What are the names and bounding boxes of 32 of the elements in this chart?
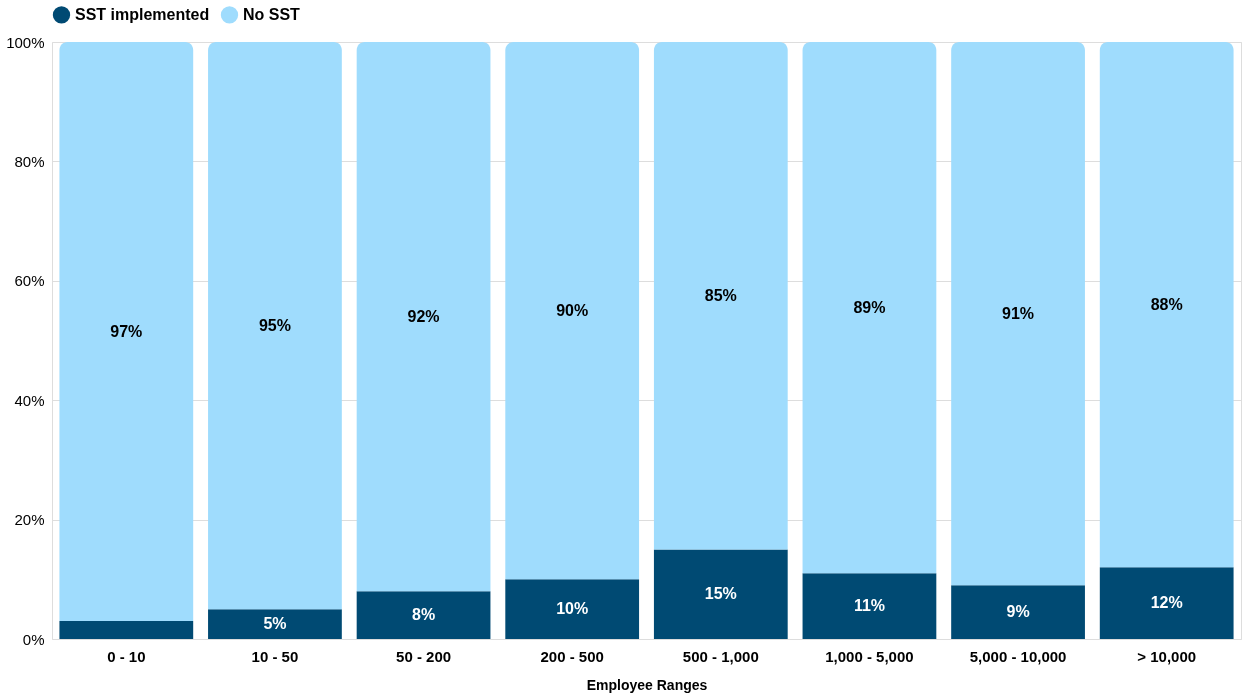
data-label: 97% (110, 322, 143, 340)
x-tick-label: > 10,000 (1137, 647, 1197, 665)
data-label: 95% (258, 316, 291, 334)
y-tick-label: 20% (14, 511, 45, 529)
data-label: 89% (853, 298, 886, 316)
data-label: 88% (1150, 295, 1183, 313)
x-tick-label: 200 - 500 (540, 647, 604, 665)
data-label: 91% (1002, 304, 1035, 322)
data-label: 92% (407, 307, 440, 325)
x-tick-label: 50 - 200 (396, 647, 452, 665)
data-label: 12% (1150, 594, 1183, 612)
data-label: 8% (412, 606, 436, 624)
x-tick-label: 10 - 50 (251, 647, 299, 665)
x-tick-label: 500 - 1,000 (682, 647, 759, 665)
y-tick-label: 80% (14, 152, 45, 170)
legend-label: SST implemented (75, 5, 210, 23)
data-label: 5% (263, 615, 287, 633)
legend-label: No SST (243, 5, 301, 23)
x-tick-label: 1,000 - 5,000 (825, 647, 914, 665)
y-tick-label: 100% (6, 33, 45, 51)
x-tick-label: 0 - 10 (107, 647, 146, 665)
x-axis-title: Employee Ranges (586, 676, 708, 693)
data-label: 85% (704, 286, 737, 304)
x-tick-label: 5,000 - 10,000 (969, 647, 1067, 665)
data-label: 90% (556, 301, 589, 319)
y-tick-label: 60% (14, 272, 45, 290)
data-label: 10% (556, 600, 589, 618)
y-tick-label: 0% (22, 630, 45, 648)
data-label: 9% (1006, 603, 1030, 621)
y-tick-label: 40% (14, 391, 45, 409)
data-label: 11% (853, 597, 886, 615)
data-label: 15% (704, 585, 737, 603)
